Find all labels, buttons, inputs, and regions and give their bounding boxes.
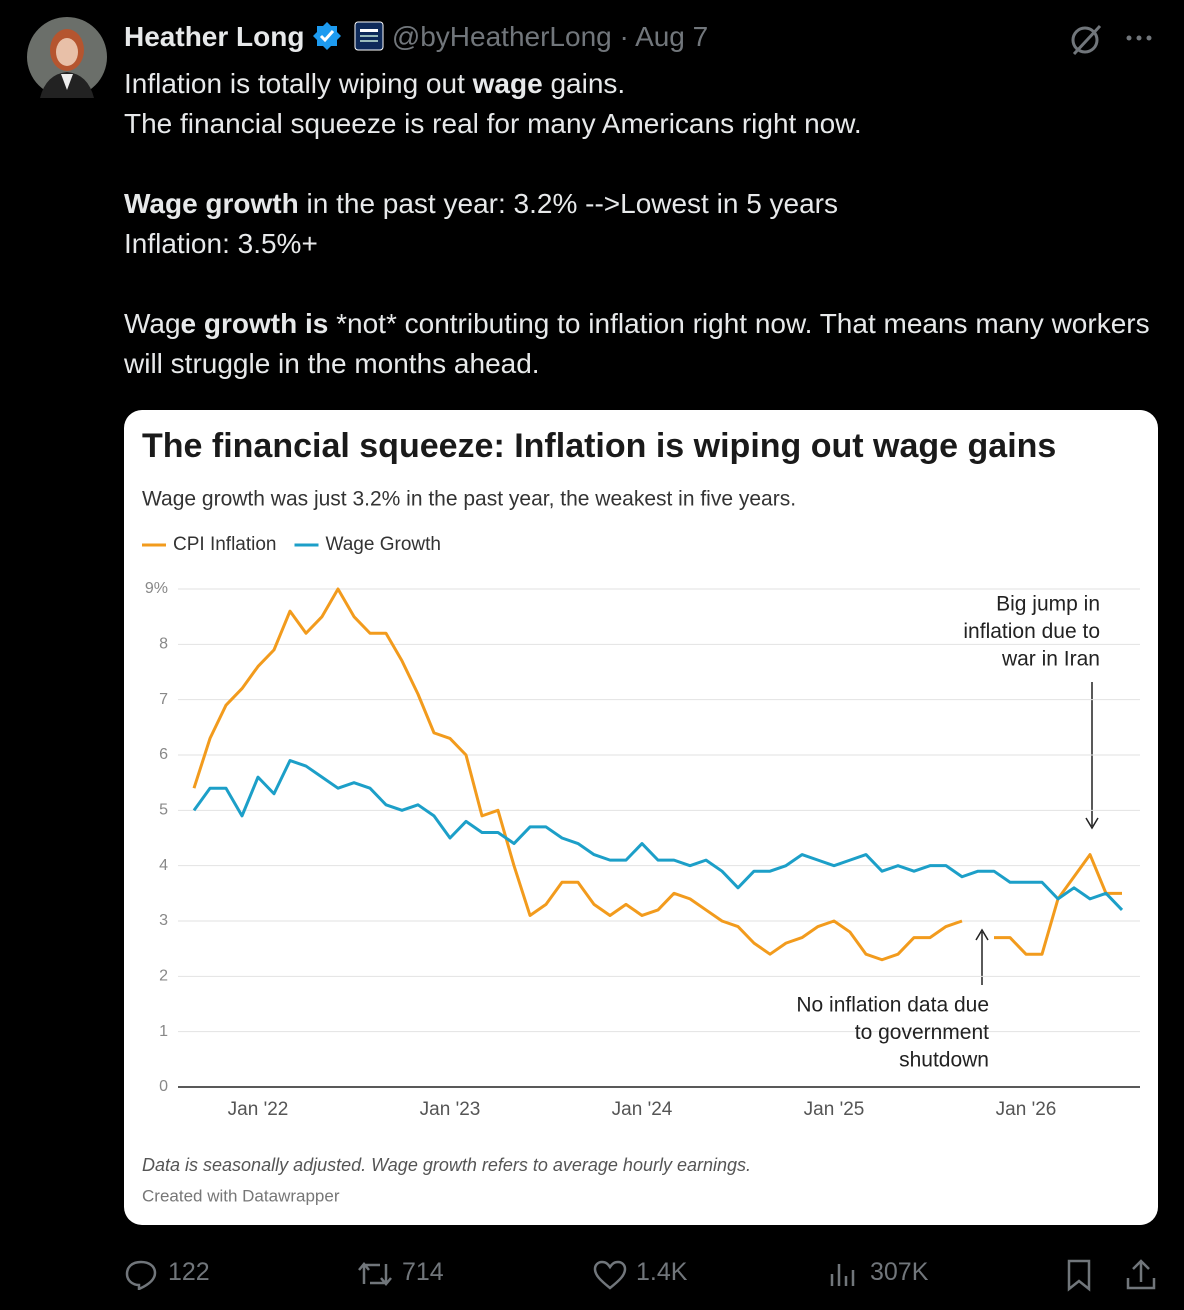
x-tick-label: Jan '26 <box>996 1099 1057 1120</box>
reply-count: 122 <box>168 1258 210 1286</box>
annotation: Big jump in <box>996 593 1100 616</box>
chart-subtitle: Wage growth was just 3.2% in the past ye… <box>142 488 796 511</box>
text-segment: *not* contributing to inflation right no… <box>124 308 1150 379</box>
verified-badge <box>313 22 342 50</box>
reply-icon[interactable] <box>124 1258 158 1290</box>
paragraph: Wage growth in the past year: 3.2% -->Lo… <box>124 184 1154 264</box>
text-segment: Wage growth <box>124 188 299 219</box>
annotation: war in Iran <box>1001 648 1100 671</box>
avatar[interactable] <box>26 16 108 98</box>
y-tick-label: 2 <box>159 968 168 985</box>
text-segment: Wag <box>124 308 181 339</box>
tweet-text: Inflation is totally wiping out wage gai… <box>124 64 1154 424</box>
y-tick-label: 6 <box>159 746 168 763</box>
views-count: 307K <box>870 1258 929 1286</box>
x-tick-label: Jan '25 <box>804 1099 865 1120</box>
text-segment: wage <box>472 68 543 99</box>
tweet-header: Heather Long @byHeatherLong · Aug 7 <box>124 18 708 56</box>
repost-icon[interactable] <box>356 1260 394 1288</box>
text-segment: Inflation: 3.5%+ <box>124 228 318 259</box>
bookmark-icon[interactable] <box>1064 1258 1094 1292</box>
more-menu[interactable] <box>1124 30 1156 46</box>
annotation-arrowhead <box>1085 817 1099 830</box>
like-count: 1.4K <box>636 1258 688 1286</box>
y-tick-label: 7 <box>159 691 168 708</box>
annotation-arrowhead <box>975 928 989 941</box>
y-tick-label: 5 <box>159 802 168 819</box>
text-segment: in the past year: 3.2% -->Lowest in 5 ye… <box>298 188 839 219</box>
annotation: No inflation data due <box>796 994 989 1017</box>
chart: The financial squeeze: Inflation is wipi… <box>142 427 1140 1205</box>
action-bar: 122 714 1.4K 307K <box>0 1250 1184 1294</box>
x-tick-label: Jan '23 <box>420 1099 481 1120</box>
legend-label: CPI Inflation <box>173 534 277 555</box>
series-line <box>192 759 1124 911</box>
annotation: shutdown <box>899 1049 989 1072</box>
y-tick-label: 3 <box>159 912 168 929</box>
separator: · <box>619 21 629 52</box>
annotation: inflation due to <box>963 620 1100 643</box>
chart-title: The financial squeeze: Inflation is wipi… <box>142 427 1056 465</box>
y-tick-label: 9% <box>145 580 168 597</box>
y-tick-label: 1 <box>159 1023 168 1040</box>
paragraph: Wage growth is *not* contributing to inf… <box>124 304 1154 384</box>
repost-count: 714 <box>402 1258 444 1286</box>
like-icon[interactable] <box>592 1260 628 1290</box>
author-name[interactable]: Heather Long <box>124 21 305 52</box>
chart-notes: Data is seasonally adjusted. Wage growth… <box>142 1155 751 1175</box>
chart-card[interactable]: The financial squeeze: Inflation is wipi… <box>124 410 1158 1225</box>
y-tick-label: 8 <box>159 636 168 653</box>
views-icon[interactable] <box>828 1260 860 1288</box>
y-tick-label: 0 <box>159 1078 168 1095</box>
date[interactable]: Aug 7 <box>635 21 709 52</box>
grok-icon[interactable] <box>1068 22 1104 58</box>
legend-label: Wage Growth <box>326 534 441 555</box>
text-segment: Inflation is totally wiping out <box>124 68 473 99</box>
text-segment: The financial squeeze is real for many A… <box>124 108 862 139</box>
affiliation-badge <box>354 21 384 51</box>
handle[interactable]: @byHeatherLong <box>391 21 612 52</box>
text-segment: gains. <box>542 68 626 99</box>
x-tick-label: Jan '22 <box>228 1099 289 1120</box>
text-segment: e growth is <box>180 308 329 339</box>
y-tick-label: 4 <box>159 857 168 874</box>
paragraph: Inflation is totally wiping out wage gai… <box>124 64 1154 144</box>
x-tick-label: Jan '24 <box>612 1099 673 1120</box>
annotation: to government <box>855 1021 989 1044</box>
chart-credit: Created with Datawrapper <box>142 1186 340 1205</box>
share-icon[interactable] <box>1124 1258 1158 1292</box>
